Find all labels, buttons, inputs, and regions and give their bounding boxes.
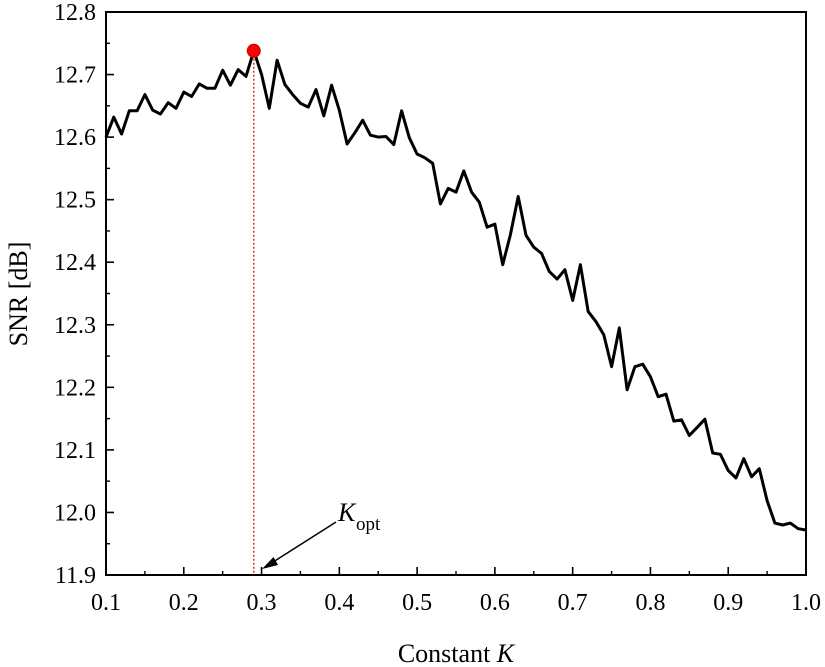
x-tick-label: 0.1 (91, 590, 121, 616)
y-tick-label: 11.9 (55, 563, 96, 589)
kopt-arrow (269, 521, 337, 565)
x-tick-label: 0.5 (402, 590, 432, 616)
y-axis-title: SNR [dB] (4, 242, 33, 347)
x-tick-label: 0.8 (635, 590, 665, 616)
x-tick-label: 0.2 (169, 590, 199, 616)
kopt-arrowhead (262, 557, 278, 569)
y-tick-label: 12.2 (54, 375, 96, 401)
y-tick-label: 12.7 (54, 63, 96, 89)
y-tick-label: 12.8 (54, 0, 96, 26)
plot-frame (105, 11, 807, 576)
x-tick-label: 0.4 (324, 590, 354, 616)
plot-area (104, 43, 807, 575)
x-tick-label: 1.0 (791, 590, 821, 616)
y-tick-label: 12.0 (54, 500, 96, 526)
y-tick-label: 12.3 (54, 313, 96, 339)
y-tick-label: 12.4 (54, 250, 96, 276)
x-tick-label: 0.7 (558, 590, 588, 616)
x-axis: 0.1 0.2 0.3 0.4 0.5 0.6 0.7 0.8 0.9 1.0 (91, 567, 821, 616)
y-tick-label: 12.6 (54, 125, 96, 151)
x-tick-label: 0.9 (713, 590, 743, 616)
x-tick-label: 0.6 (480, 590, 510, 616)
kopt-label-subscript: opt (356, 514, 381, 535)
kopt-label: K (337, 498, 357, 527)
y-tick-label: 12.1 (54, 438, 96, 464)
x-axis-title: Constant K (398, 639, 516, 667)
snr-series-line (104, 49, 807, 532)
kopt-annotation: K opt (262, 498, 381, 569)
x-tick-label: 0.3 (247, 590, 277, 616)
y-tick-label: 12.5 (54, 188, 96, 214)
y-axis: 11.9 12.0 12.1 12.2 12.3 12.4 12.5 12.6 12.7 12.8 (54, 0, 114, 589)
optimum-marker (246, 43, 261, 58)
